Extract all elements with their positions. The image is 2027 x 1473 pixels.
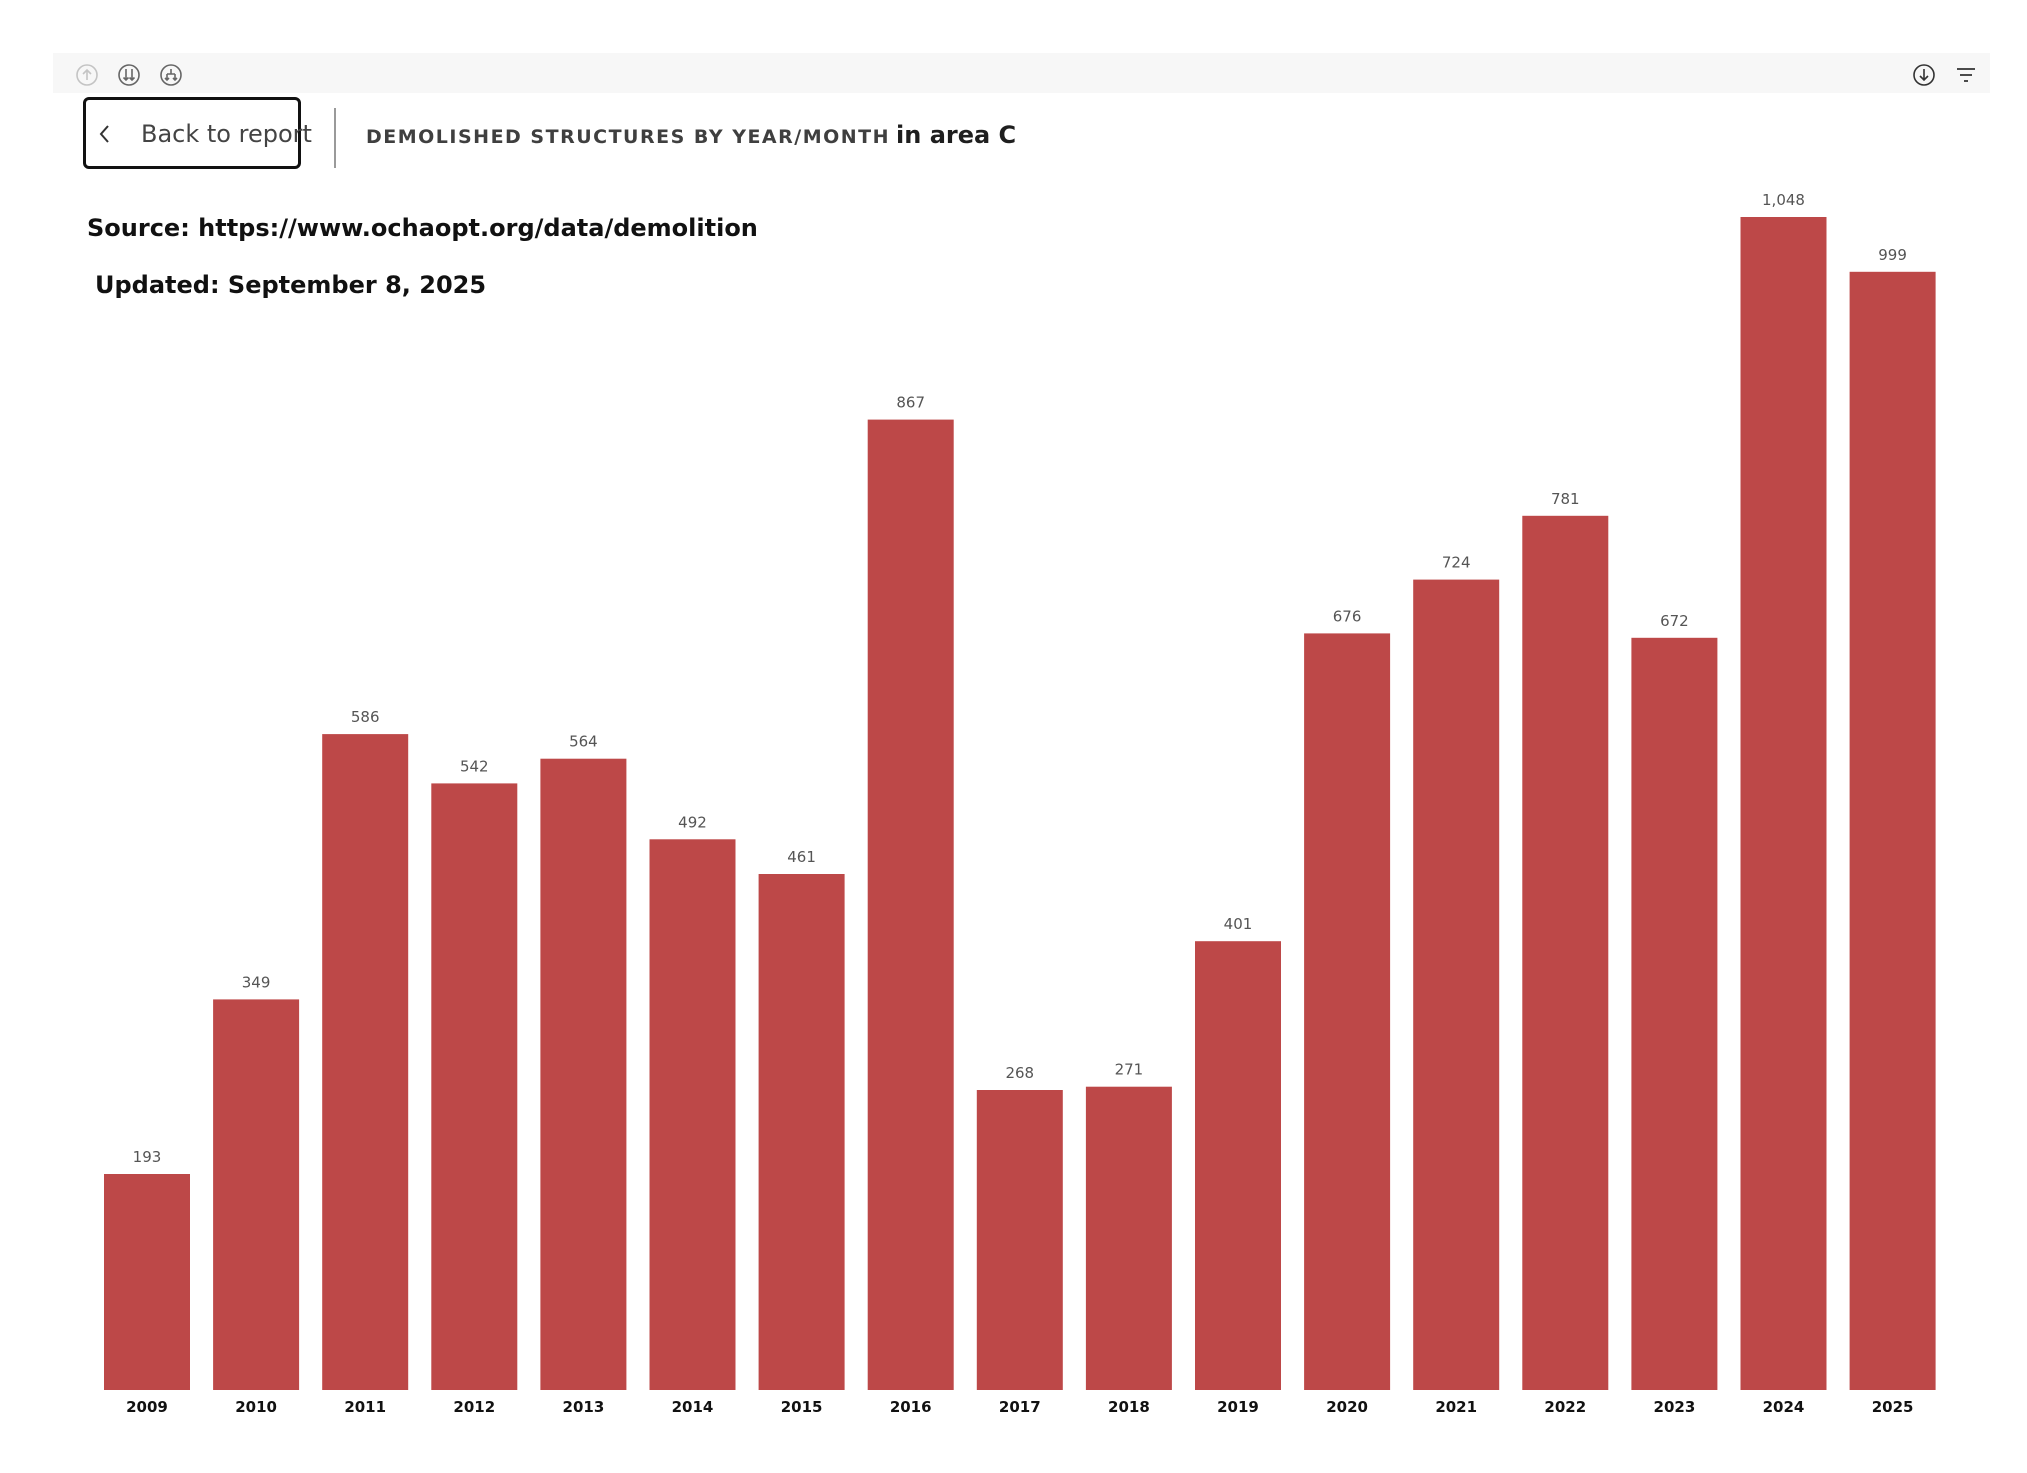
data-label-2012: 542 [460,757,489,775]
x-tick-2011: 2011 [344,1398,386,1416]
x-tick-2025: 2025 [1872,1398,1914,1416]
bar-2025[interactable] [1849,271,1936,1390]
filter-icon[interactable] [1954,63,1978,87]
bar-2014[interactable] [649,839,736,1390]
bar-2017[interactable] [976,1090,1063,1390]
expand-hierarchy-icon[interactable] [159,63,183,87]
x-tick-2023: 2023 [1654,1398,1696,1416]
chevron-left-icon [96,122,114,146]
data-label-2017: 268 [1005,1064,1034,1082]
download-icon[interactable] [1912,63,1936,87]
x-tick-2016: 2016 [890,1398,932,1416]
x-tick-2021: 2021 [1435,1398,1477,1416]
x-tick-2013: 2013 [563,1398,605,1416]
data-label-2019: 401 [1224,915,1253,933]
data-label-2011: 586 [351,708,380,726]
data-label-2010: 349 [242,973,271,991]
x-tick-2014: 2014 [672,1398,714,1416]
x-tick-2017: 2017 [999,1398,1041,1416]
bar-2023[interactable] [1631,637,1718,1390]
data-label-2009: 193 [133,1148,162,1166]
data-label-2015: 461 [787,848,816,866]
x-tick-2010: 2010 [235,1398,277,1416]
bar-2010[interactable] [213,999,300,1390]
x-tick-2019: 2019 [1217,1398,1259,1416]
bar-2009[interactable] [104,1174,190,1390]
x-tick-2015: 2015 [781,1398,823,1416]
updated-note: Updated: September 8, 2025 [95,271,487,299]
data-label-2024: 1,048 [1762,191,1805,209]
bar-2021[interactable] [1413,579,1500,1390]
x-tick-2024: 2024 [1763,1398,1805,1416]
bar-2020[interactable] [1304,633,1391,1390]
drill-down-all-icon[interactable] [117,63,141,87]
bar-2019[interactable] [1195,941,1281,1390]
data-label-2022: 781 [1551,490,1580,508]
bar-2012[interactable] [431,783,518,1390]
bar-2013[interactable] [540,758,627,1390]
data-label-2023: 672 [1660,612,1689,630]
visual-title-main: DEMOLISHED STRUCTURES BY YEAR/MONTH [366,126,891,148]
data-label-2013: 564 [569,733,598,751]
visual-title: DEMOLISHED STRUCTURES BY YEAR/MONTH in ar… [366,121,1016,149]
bar-2022[interactable] [1522,515,1609,1390]
back-to-report-button[interactable]: Back to report [83,97,312,169]
data-label-2025: 999 [1878,246,1907,264]
visual-header-toolbar [53,53,1990,93]
visual-title-suffix: in area C [896,121,1017,149]
x-tick-2009: 2009 [126,1398,168,1416]
data-label-2018: 271 [1115,1061,1144,1079]
bar-2016[interactable] [867,419,954,1391]
data-label-2021: 724 [1442,554,1471,572]
back-to-report-label: Back to report [141,120,312,148]
x-tick-2022: 2022 [1544,1398,1586,1416]
data-label-2020: 676 [1333,607,1362,625]
bar-2018[interactable] [1085,1086,1172,1390]
bar-2015[interactable] [758,874,845,1390]
data-label-2014: 492 [678,813,707,831]
header-divider [334,108,336,168]
x-tick-2018: 2018 [1108,1398,1150,1416]
data-label-2016: 867 [896,394,925,412]
x-tick-2020: 2020 [1326,1398,1368,1416]
drill-up-icon[interactable] [75,63,99,87]
source-note: Source: https://www.ochaopt.org/data/dem… [87,214,758,242]
x-tick-2012: 2012 [453,1398,495,1416]
bar-2011[interactable] [322,734,409,1390]
bar-2024[interactable] [1740,217,1827,1390]
